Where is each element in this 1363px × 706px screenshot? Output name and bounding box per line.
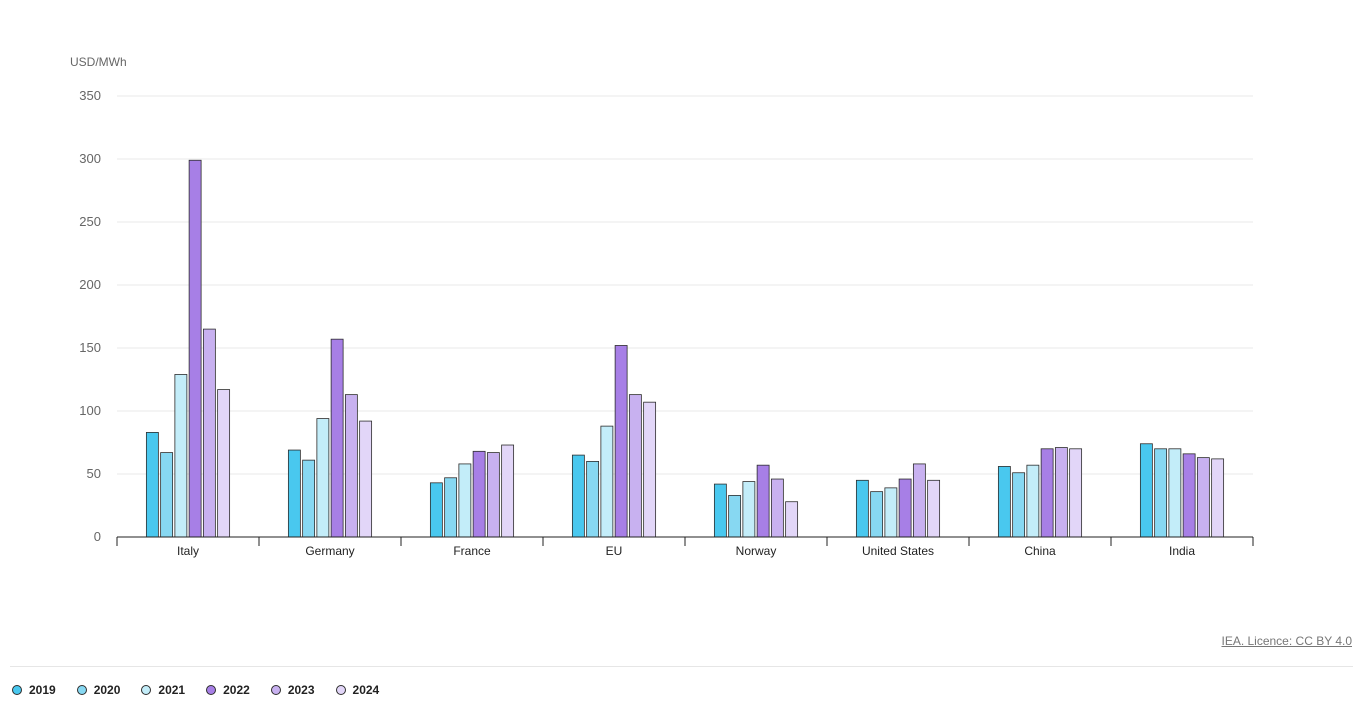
bar-china-2020[interactable] (1012, 472, 1026, 538)
bar-eu-2020[interactable] (586, 460, 600, 538)
bar-italy-2019[interactable] (145, 432, 159, 538)
legend-swatch-2024 (335, 685, 346, 695)
y-tick-label: 0 (94, 529, 101, 544)
x-tick-label: France (453, 544, 491, 558)
bar-france-2019[interactable] (429, 482, 443, 538)
bar-eu-2019[interactable] (571, 454, 585, 538)
x-axis: Italy Germany France EU Norway United States C… (116, 536, 1254, 558)
legend-label: 2020 (93, 683, 121, 697)
bar-united-states-2022[interactable] (898, 478, 912, 538)
bar-france-2024[interactable] (501, 444, 515, 538)
bar-germany-2023[interactable] (344, 394, 358, 538)
bar-eu-2024[interactable] (643, 401, 657, 538)
bar-norway-2020[interactable] (728, 495, 742, 538)
bar-italy-2020[interactable] (160, 452, 174, 538)
bar-chart: 0 50 100 150 200 250 300 350 USD/MWh Italy Germa… (70, 55, 1254, 558)
bar-china-2022[interactable] (1040, 448, 1054, 538)
legend-label: 2024 (352, 683, 380, 697)
legend-item-2019[interactable]: 2019 (12, 683, 56, 697)
bar-eu-2022[interactable] (614, 345, 628, 538)
y-tick-label: 200 (79, 277, 101, 292)
bar-india-2023[interactable] (1196, 457, 1210, 538)
x-tick-label: EU (606, 544, 623, 558)
bar-germany-2022[interactable] (330, 338, 344, 538)
bar-china-2023[interactable] (1054, 447, 1068, 538)
y-tick-label: 350 (79, 88, 101, 103)
legend-item-2023[interactable]: 2023 (270, 683, 315, 697)
legend-label: 2023 (287, 683, 315, 697)
bar-norway-2023[interactable] (770, 478, 784, 538)
bar-china-2024[interactable] (1069, 448, 1083, 538)
bar-united-states-2023[interactable] (912, 463, 926, 538)
bar-germany-2024[interactable] (359, 420, 373, 538)
bar-india-2019[interactable] (1139, 443, 1153, 538)
bar-norway-2021[interactable] (742, 481, 756, 538)
legend-swatch-2020 (76, 685, 87, 695)
credit-link[interactable]: IEA. Licence: CC BY 4.0 (1221, 634, 1352, 648)
legend-label: 2019 (29, 683, 56, 697)
bar-united-states-2024[interactable] (927, 479, 941, 538)
y-tick-label: 300 (79, 151, 101, 166)
bar-italy-2022[interactable] (188, 159, 202, 538)
y-tick-label: 150 (79, 340, 101, 355)
bar-china-2021[interactable] (1026, 464, 1040, 538)
y-tick-label: 250 (79, 214, 101, 229)
x-tick-label: Germany (305, 544, 354, 558)
gridlines (117, 95, 1253, 475)
legend-item-2021[interactable]: 2021 (141, 683, 185, 697)
bar-germany-2019[interactable] (287, 449, 301, 538)
bar-india-2020[interactable] (1154, 448, 1168, 538)
bar-india-2021[interactable] (1168, 448, 1182, 538)
bar-united-states-2021[interactable] (884, 487, 898, 538)
bars (145, 159, 1225, 538)
bar-united-states-2019[interactable] (855, 479, 869, 538)
y-axis-label: USD/MWh (70, 55, 127, 69)
bar-norway-2024[interactable] (785, 501, 799, 538)
legend-swatch-2023 (270, 685, 281, 695)
legend-divider (10, 666, 1353, 667)
bar-germany-2021[interactable] (316, 418, 330, 538)
bar-india-2024[interactable] (1211, 458, 1225, 538)
bar-italy-2024[interactable] (217, 389, 231, 538)
bar-italy-2021[interactable] (174, 374, 188, 538)
bar-india-2022[interactable] (1182, 453, 1196, 538)
y-axis-tick-labels: 0 50 100 150 200 250 300 350 (79, 88, 101, 544)
bar-france-2021[interactable] (458, 463, 472, 538)
legend-swatch-2019 (12, 685, 22, 695)
y-tick-label: 50 (87, 466, 101, 481)
x-tick-label: India (1169, 544, 1195, 558)
legend-item-2020[interactable]: 2020 (76, 683, 121, 697)
bar-china-2019[interactable] (997, 466, 1011, 538)
legend-item-2024[interactable]: 2024 (335, 683, 380, 697)
bar-united-states-2020[interactable] (870, 491, 884, 538)
x-tick-label: China (1024, 544, 1056, 558)
bar-france-2020[interactable] (444, 477, 458, 538)
bar-norway-2019[interactable] (713, 483, 727, 538)
bar-italy-2023[interactable] (202, 328, 216, 538)
x-tick-label: United States (862, 544, 934, 558)
legend-label: 2022 (223, 683, 250, 697)
legend-swatch-2021 (141, 685, 152, 695)
legend: 2019 2020 2021 2022 2023 2024 (12, 683, 400, 697)
bar-france-2022[interactable] (472, 450, 486, 538)
bar-eu-2023[interactable] (628, 394, 642, 538)
x-tick-label: Italy (177, 544, 199, 558)
x-tick-label: Norway (736, 544, 777, 558)
bar-germany-2020[interactable] (302, 459, 316, 538)
bar-eu-2021[interactable] (600, 425, 614, 538)
legend-label: 2021 (158, 683, 186, 697)
bar-france-2023[interactable] (486, 452, 500, 538)
bar-norway-2022[interactable] (756, 464, 770, 538)
y-tick-label: 100 (79, 403, 101, 418)
legend-swatch-2022 (206, 685, 217, 695)
legend-item-2022[interactable]: 2022 (206, 683, 250, 697)
